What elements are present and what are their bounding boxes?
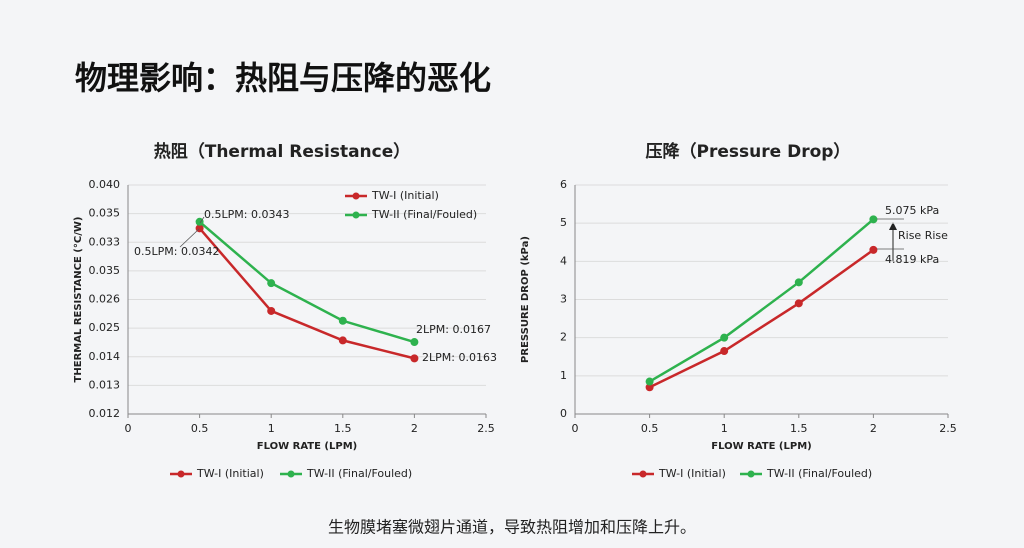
arrow-head: [889, 222, 897, 230]
legend-dot: [287, 470, 295, 478]
annotation: 0.5LPM: 0.0342: [134, 245, 219, 258]
x-tick-label: 1: [721, 422, 728, 435]
caption: 生物膜堵塞微翅片通道，导致热阻增加和压降上升。: [328, 518, 696, 537]
x-tick-label: 2.5: [939, 422, 957, 435]
legend-dot: [639, 470, 647, 478]
y-tick-label: 4: [560, 254, 567, 267]
annotation: Rise Rise: [898, 229, 948, 242]
x-tick-label: 0: [572, 422, 579, 435]
x-axis-label: FLOW RATE (LPM): [257, 441, 357, 452]
leader-line: [199, 216, 205, 224]
y-tick-label: 0.035: [89, 264, 121, 277]
x-tick-label: 1.5: [790, 422, 808, 435]
x-tick-label: 0.5: [191, 422, 209, 435]
series-line: [648, 218, 875, 383]
x-axis-label: FLOW RATE (LPM): [711, 441, 811, 452]
point: [794, 278, 803, 287]
legend-dot: [352, 192, 360, 200]
chart-title: 热阻（Thermal Resistance）: [154, 141, 411, 162]
point: [645, 383, 654, 392]
y-tick-label: 6: [560, 178, 567, 191]
series-line: [649, 248, 875, 389]
point: [645, 377, 654, 386]
y-tick-label: 0.033: [89, 235, 121, 248]
x-tick-label: 0.5: [641, 422, 659, 435]
y-tick-label: 0: [560, 407, 567, 420]
legend-label: TW-II (Final/Fouled): [766, 467, 872, 480]
y-tick-label: 0.025: [89, 321, 121, 334]
point: [267, 306, 276, 315]
annotation: 2LPM: 0.0163: [422, 351, 497, 364]
series-line: [198, 220, 415, 344]
annotation: 2LPM: 0.0167: [416, 323, 491, 336]
leader-line: [179, 228, 200, 248]
y-tick-label: 1: [560, 369, 567, 382]
x-tick-label: 1.5: [334, 422, 352, 435]
annotation: 4.819 kPa: [885, 253, 939, 266]
legend-dot: [352, 211, 360, 219]
legend-label: TW-I (Initial): [196, 467, 264, 480]
x-tick-label: 0: [125, 422, 132, 435]
legend-dot: [747, 470, 755, 478]
legend-dot: [177, 470, 185, 478]
point: [720, 333, 729, 342]
point: [869, 245, 878, 254]
legend-label: TW-I (Initial): [658, 467, 726, 480]
series-line: [198, 227, 415, 360]
annotation: 5.075 kPa: [885, 204, 939, 217]
x-tick-label: 2: [411, 422, 418, 435]
legend-label: TW-II (Final/Fouled): [371, 208, 477, 221]
point: [338, 336, 347, 345]
y-tick-label: 5: [560, 216, 567, 229]
y-tick-label: 0.026: [89, 293, 121, 306]
slide-title: 物理影响：热阻与压降的恶化: [75, 59, 491, 97]
y-axis-label: THERMAL RESISTANCE (°C/W): [73, 217, 84, 383]
point: [720, 347, 729, 356]
x-tick-label: 1: [268, 422, 275, 435]
point: [195, 217, 204, 226]
y-tick-label: 0.035: [89, 207, 121, 220]
point: [410, 338, 419, 347]
chart-title: 压降（Pressure Drop）: [646, 141, 851, 162]
y-tick-label: 3: [560, 293, 567, 306]
y-tick-label: 0.040: [89, 178, 121, 191]
annotation: 0.5LPM: 0.0343: [204, 208, 289, 221]
x-tick-label: 2: [870, 422, 877, 435]
x-tick-label: 2.5: [477, 422, 495, 435]
point: [869, 215, 878, 224]
point: [410, 354, 419, 363]
point: [338, 316, 347, 325]
y-axis-label: PRESSURE DROP (kPa): [520, 236, 531, 363]
point: [794, 299, 803, 308]
legend-label: TW-I (Initial): [371, 189, 439, 202]
legend-label: TW-II (Final/Fouled): [306, 467, 412, 480]
y-tick-label: 0.013: [89, 378, 121, 391]
y-tick-label: 2: [560, 331, 567, 344]
y-tick-label: 0.014: [89, 350, 121, 363]
y-tick-label: 0.012: [89, 407, 121, 420]
point: [267, 279, 276, 288]
